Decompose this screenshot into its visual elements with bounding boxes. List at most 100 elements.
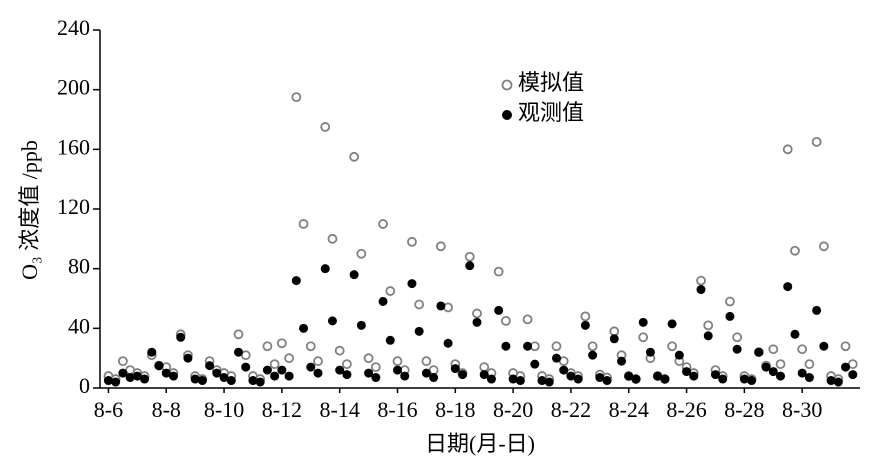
data-point xyxy=(537,376,547,386)
data-point xyxy=(580,311,591,322)
data-point xyxy=(407,279,417,289)
data-point xyxy=(797,344,808,355)
data-point xyxy=(400,371,410,381)
data-point xyxy=(818,241,829,252)
data-point xyxy=(703,331,713,341)
data-point xyxy=(117,356,128,367)
data-point xyxy=(392,356,403,367)
data-point xyxy=(631,374,641,384)
data-point xyxy=(168,371,178,381)
data-point xyxy=(747,376,757,386)
data-point xyxy=(479,362,490,373)
data-point xyxy=(464,251,475,262)
data-point xyxy=(327,233,338,244)
data-point xyxy=(435,241,446,252)
data-point xyxy=(797,368,807,378)
data-point xyxy=(833,377,843,387)
data-point xyxy=(500,315,511,326)
data-point xyxy=(414,326,424,336)
data-point xyxy=(233,329,244,340)
y-tick-label: 80 xyxy=(68,254,90,279)
data-point xyxy=(335,365,345,375)
data-point xyxy=(674,350,684,360)
data-point xyxy=(421,368,431,378)
data-point xyxy=(703,320,714,331)
data-point xyxy=(421,356,432,367)
data-point xyxy=(234,347,244,357)
data-point xyxy=(609,334,619,344)
data-point xyxy=(443,302,453,313)
data-point xyxy=(378,219,388,229)
data-point xyxy=(790,245,800,256)
x-tick-label: 8-28 xyxy=(724,397,764,422)
data-point xyxy=(334,345,345,356)
data-point xyxy=(313,368,323,378)
data-point xyxy=(551,353,561,363)
data-point xyxy=(385,335,395,345)
data-point xyxy=(371,373,381,383)
data-point xyxy=(183,353,193,363)
data-point xyxy=(436,301,446,311)
data-point xyxy=(414,299,425,310)
data-point xyxy=(848,370,858,380)
x-tick-label: 8-6 xyxy=(94,397,123,422)
data-point xyxy=(718,374,728,384)
data-point xyxy=(465,261,475,271)
data-point xyxy=(768,344,779,355)
data-point xyxy=(226,376,236,386)
x-tick-label: 8-18 xyxy=(435,397,475,422)
data-point xyxy=(385,286,396,296)
y-tick-label: 40 xyxy=(68,313,90,338)
data-point xyxy=(811,136,822,147)
data-point xyxy=(205,361,215,371)
data-point xyxy=(617,356,627,366)
data-point xyxy=(544,377,554,387)
data-point xyxy=(660,374,670,384)
data-point xyxy=(515,376,525,386)
data-point xyxy=(197,376,207,386)
data-point xyxy=(118,368,128,378)
y-tick-label: 240 xyxy=(57,15,90,40)
x-tick-label: 8-12 xyxy=(262,397,302,422)
data-point xyxy=(443,338,453,348)
y-axis-label: O₃ 浓度值 /ppb xyxy=(17,140,42,280)
data-point xyxy=(363,353,374,364)
data-point xyxy=(472,308,482,319)
x-tick-label: 8-10 xyxy=(204,397,244,422)
data-point xyxy=(262,365,272,375)
data-point xyxy=(320,122,331,132)
data-point xyxy=(276,338,287,349)
data-point xyxy=(840,341,851,352)
x-tick-label: 8-8 xyxy=(152,397,181,422)
data-point xyxy=(154,361,164,371)
data-point xyxy=(342,370,352,380)
legend-label: 观测值 xyxy=(518,100,584,125)
data-point xyxy=(761,362,771,372)
data-point xyxy=(125,373,135,383)
data-point xyxy=(486,374,496,384)
data-point xyxy=(754,347,764,357)
data-point xyxy=(320,264,330,274)
data-point xyxy=(696,275,706,286)
data-point xyxy=(667,341,678,352)
data-point xyxy=(559,365,569,375)
data-point xyxy=(508,374,518,384)
data-point xyxy=(103,376,113,386)
y-tick-label: 160 xyxy=(57,134,90,159)
data-point xyxy=(580,320,590,330)
data-point xyxy=(306,362,316,372)
data-point xyxy=(255,377,265,387)
data-point xyxy=(588,350,598,360)
data-point xyxy=(587,341,598,352)
data-point xyxy=(696,285,706,295)
data-point xyxy=(190,374,200,384)
data-point xyxy=(494,305,504,315)
data-point xyxy=(732,344,742,354)
data-point xyxy=(501,341,511,351)
x-tick-label: 8-20 xyxy=(493,397,533,422)
data-point xyxy=(176,332,186,342)
y-tick-label: 120 xyxy=(57,194,90,219)
data-point xyxy=(551,341,562,352)
data-point xyxy=(212,368,222,378)
x-tick-label: 8-24 xyxy=(609,397,649,422)
